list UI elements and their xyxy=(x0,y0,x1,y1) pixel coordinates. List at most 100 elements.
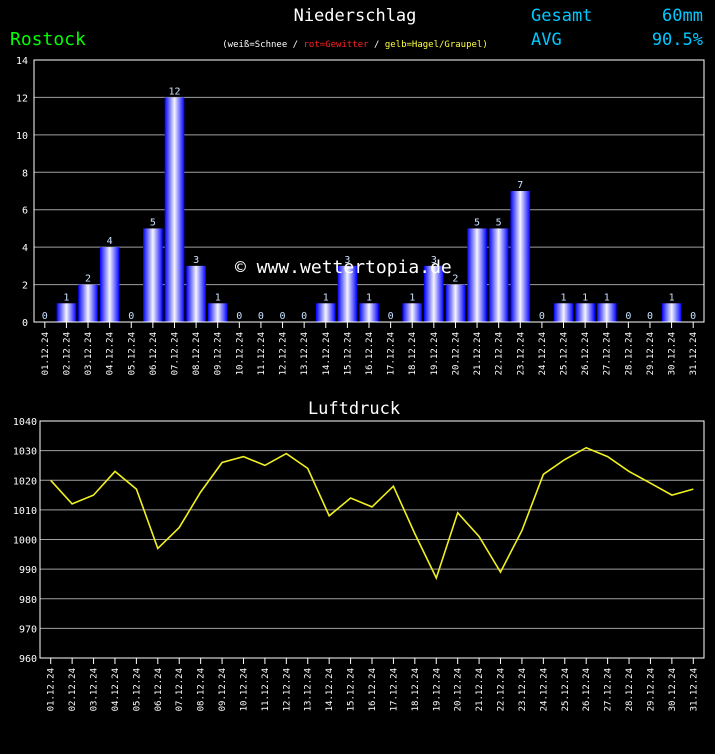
precip-x-tick-label: 11.12.24 xyxy=(257,332,267,375)
precip-x-tick-label: 24.12.24 xyxy=(538,332,548,375)
pressure-x-tick-label: 28.12.24 xyxy=(625,668,635,711)
pressure-y-tick-label: 970 xyxy=(19,624,37,635)
pressure-x-tick-label: 14.12.24 xyxy=(325,668,335,711)
precip-value-label: 0 xyxy=(258,311,264,322)
precip-bar xyxy=(315,303,336,322)
precip-value-label: 1 xyxy=(366,292,372,303)
legend-thunder: rot=Gewitter xyxy=(304,40,370,50)
precip-x-tick-label: 26.12.24 xyxy=(581,332,591,375)
precip-bar xyxy=(337,265,358,322)
precip-value-label: 4 xyxy=(107,236,113,247)
precip-value-label: 0 xyxy=(301,311,307,322)
precip-y-tick-label: 8 xyxy=(22,168,28,179)
pressure-x-tick-label: 27.12.24 xyxy=(604,668,614,711)
pressure-x-tick-label: 07.12.24 xyxy=(175,668,185,711)
precip-bar xyxy=(575,303,595,322)
total-label: Gesamt xyxy=(531,6,592,26)
pressure-y-tick-label: 980 xyxy=(19,595,37,606)
precip-value-label: 12 xyxy=(168,86,180,97)
precipitation-plot-frame xyxy=(33,59,705,323)
pressure-x-tick-label: 25.12.24 xyxy=(561,668,571,711)
legend-hail: gelb=Hagel/Graupel) xyxy=(385,40,488,50)
precip-bar xyxy=(99,247,120,322)
pressure-x-tick-label: 10.12.24 xyxy=(239,668,249,711)
precip-bar xyxy=(359,303,379,322)
precip-x-tick-label: 21.12.24 xyxy=(473,332,483,375)
pressure-x-tick-label: 11.12.24 xyxy=(261,668,271,711)
precip-value-label: 3 xyxy=(193,255,199,266)
precip-bar xyxy=(424,265,444,322)
precip-bar xyxy=(164,97,185,322)
precip-bar xyxy=(661,303,682,322)
pressure-x-tick-label: 24.12.24 xyxy=(539,668,549,711)
precip-x-tick-label: 05.12.24 xyxy=(127,332,137,375)
total-value: 60mm xyxy=(662,6,703,26)
precip-value-label: 0 xyxy=(690,311,696,322)
precip-x-tick-label: 06.12.24 xyxy=(149,332,159,375)
precip-bar xyxy=(402,303,423,322)
precip-bar xyxy=(143,228,163,322)
pressure-x-tick-label: 20.12.24 xyxy=(454,668,464,711)
precip-bar xyxy=(596,303,617,322)
precip-x-tick-label: 13.12.24 xyxy=(300,332,310,375)
precip-value-label: 0 xyxy=(128,311,134,322)
precip-x-tick-label: 29.12.24 xyxy=(646,332,656,375)
precip-bar xyxy=(186,265,206,322)
pressure-x-tick-label: 16.12.24 xyxy=(368,668,378,711)
precip-x-tick-label: 04.12.24 xyxy=(106,332,116,375)
pressure-x-tick-label: 13.12.24 xyxy=(304,668,314,711)
precip-x-tick-label: 27.12.24 xyxy=(603,332,613,375)
pressure-x-tick-label: 12.12.24 xyxy=(282,668,292,711)
precip-x-tick-label: 02.12.24 xyxy=(62,332,72,375)
precip-value-label: 1 xyxy=(409,292,415,303)
avg-value: 90.5% xyxy=(652,30,703,50)
pressure-x-tick-label: 08.12.24 xyxy=(197,668,207,711)
pressure-x-tick-label: 09.12.24 xyxy=(218,668,228,711)
precip-value-label: 5 xyxy=(150,217,156,228)
precip-value-label: 5 xyxy=(474,217,480,228)
pressure-x-tick-label: 19.12.24 xyxy=(432,668,442,711)
pressure-series-line xyxy=(50,446,694,581)
precip-bar xyxy=(467,228,487,322)
pressure-y-tick-label: 1000 xyxy=(13,536,37,547)
precip-value-label: 1 xyxy=(669,292,675,303)
pressure-x-tick-label: 03.12.24 xyxy=(90,668,100,711)
precip-value-label: 1 xyxy=(561,292,567,303)
precip-bar xyxy=(510,191,531,322)
pressure-x-tick-label: 30.12.24 xyxy=(668,668,678,711)
precip-y-tick-label: 2 xyxy=(22,281,28,292)
precip-x-tick-label: 14.12.24 xyxy=(322,332,332,375)
precip-bar xyxy=(488,228,509,322)
precip-value-label: 5 xyxy=(496,217,502,228)
precip-value-label: 2 xyxy=(85,274,91,285)
precip-bar xyxy=(207,303,228,322)
pressure-x-tick-label: 29.12.24 xyxy=(646,668,656,711)
precip-x-tick-label: 31.12.24 xyxy=(689,332,699,375)
pressure-x-tick-label: 21.12.24 xyxy=(475,668,485,711)
legend-snow: (weiß=Schnee / xyxy=(222,40,298,50)
precip-value-label: 1 xyxy=(323,292,329,303)
precip-value-label: 3 xyxy=(344,255,350,266)
precip-value-label: 2 xyxy=(452,274,458,285)
pressure-y-tick-label: 1010 xyxy=(13,506,37,517)
precip-x-tick-label: 22.12.24 xyxy=(495,332,505,375)
precip-bar xyxy=(56,303,77,322)
precip-x-tick-label: 28.12.24 xyxy=(624,332,634,375)
pressure-x-tick-label: 01.12.24 xyxy=(47,668,57,711)
precip-x-tick-label: 20.12.24 xyxy=(451,332,461,375)
precip-value-label: 1 xyxy=(604,292,610,303)
pressure-x-tick-label: 22.12.24 xyxy=(497,668,507,711)
watermark: © www.wettertopia.de xyxy=(235,257,452,278)
precip-y-tick-label: 4 xyxy=(22,243,28,254)
pressure-x-tick-label: 23.12.24 xyxy=(518,668,528,711)
precip-x-tick-label: 09.12.24 xyxy=(214,332,224,375)
chart-title: Niederschlag xyxy=(294,6,417,26)
precip-x-tick-label: 01.12.24 xyxy=(41,332,51,375)
pressure-chart-title: Luftdruck xyxy=(308,399,400,419)
precip-y-tick-label: 14 xyxy=(16,56,28,67)
precip-x-tick-label: 08.12.24 xyxy=(192,332,202,375)
precip-x-tick-label: 30.12.24 xyxy=(668,332,678,375)
precip-bar xyxy=(553,303,574,322)
